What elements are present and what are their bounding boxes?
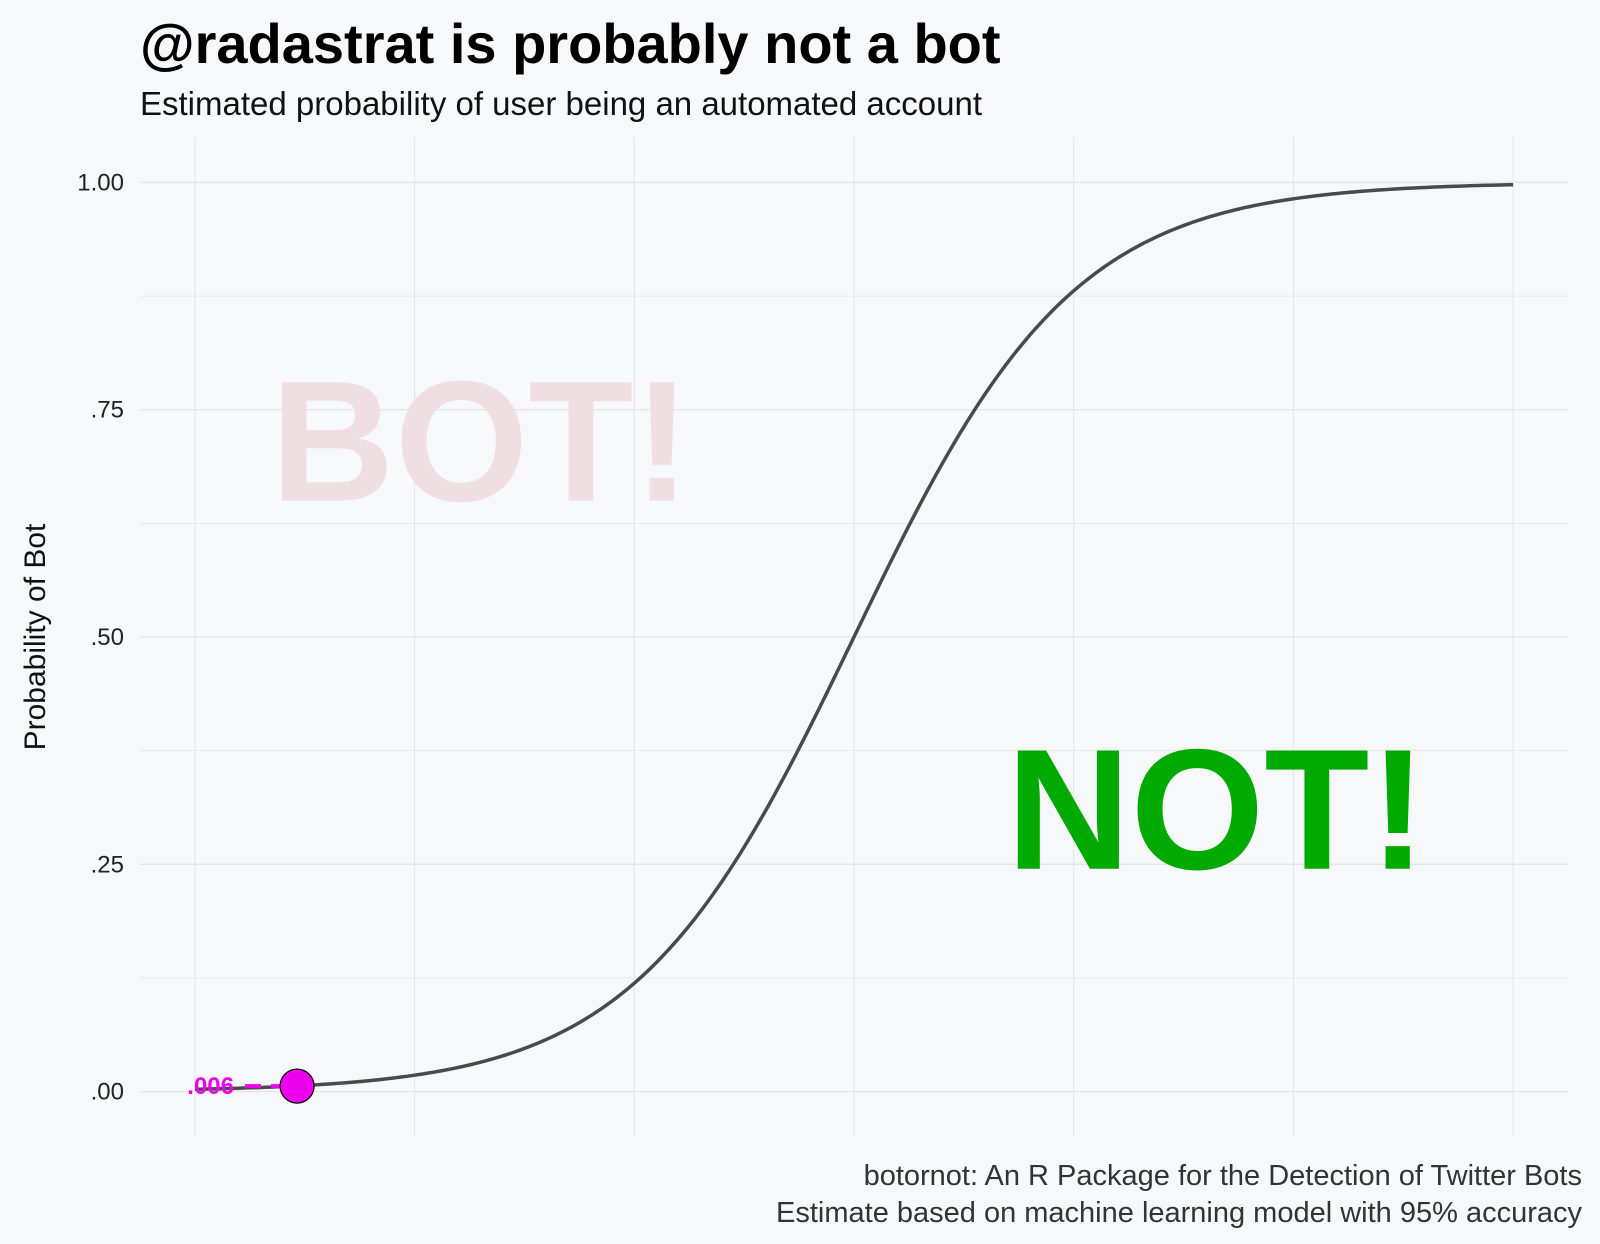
- chart-title: @radastrat is probably not a bot: [140, 12, 1001, 75]
- y-tick-label: .00: [91, 1079, 124, 1106]
- chart-subtitle: Estimated probability of user being an a…: [140, 85, 982, 122]
- probability-curve: [194, 182, 1514, 1092]
- bot-annotation: BOT!: [270, 346, 690, 538]
- caption-line-2: Estimate based on machine learning model…: [776, 1197, 1582, 1229]
- y-tick-label: .25: [91, 851, 124, 878]
- point-value-label: .006: [187, 1073, 234, 1100]
- y-tick-label: .50: [91, 624, 124, 651]
- y-tick-label: .75: [91, 397, 124, 424]
- y-axis-ticks: .00 .25 .50 .75 1.00: [77, 169, 124, 1105]
- not-annotation: NOT!: [1006, 714, 1426, 906]
- user-point: [279, 1068, 315, 1104]
- y-axis-label: Probability of Bot: [19, 523, 52, 750]
- caption-line-1: botornot: An R Package for the Detection…: [864, 1160, 1582, 1192]
- y-tick-label: 1.00: [77, 169, 124, 196]
- annotations: BOT! NOT!: [270, 346, 1426, 906]
